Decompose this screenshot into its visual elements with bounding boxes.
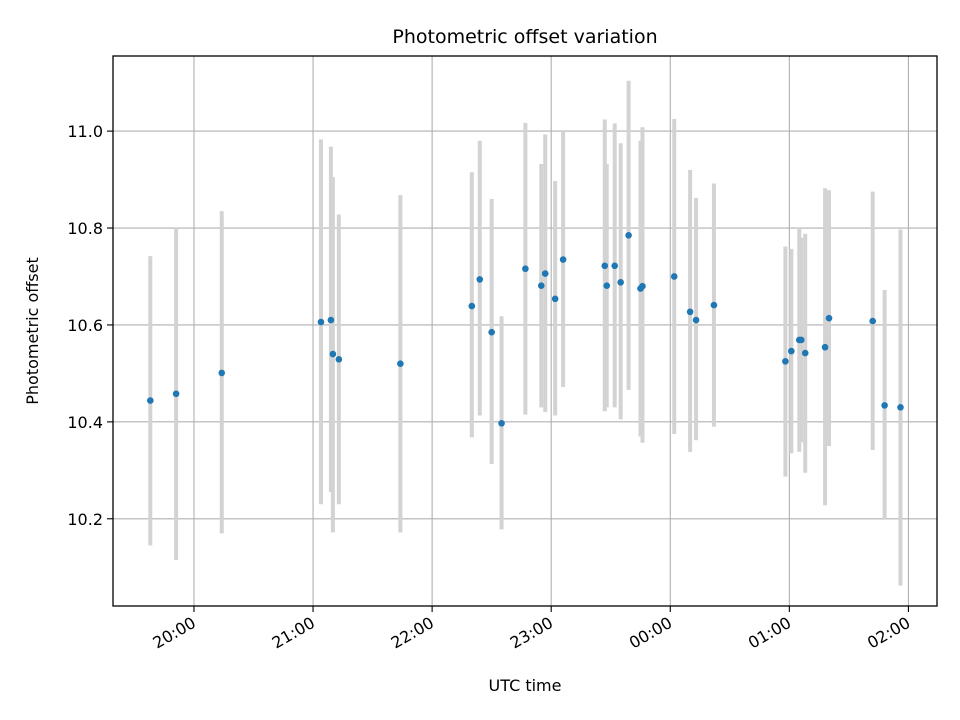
data-point: [522, 265, 529, 273]
data-point: [498, 420, 505, 427]
plot-frame: [112, 55, 938, 607]
data-points: [147, 231, 904, 427]
data-point: [881, 402, 888, 409]
data-point: [897, 404, 904, 411]
y-tick-label: 10.8: [67, 219, 103, 238]
data-point: [541, 270, 549, 277]
data-point: [559, 256, 567, 263]
data-point: [869, 317, 876, 325]
data-point: [601, 262, 609, 270]
data-point: [468, 302, 476, 310]
data-point: [147, 397, 154, 404]
data-point: [821, 343, 829, 351]
data-point: [317, 318, 325, 326]
data-point: [692, 316, 700, 324]
data-point: [537, 282, 545, 289]
data-point: [797, 336, 805, 344]
y-axis-ticks: 10.2 10.4 10.6 10.8 11.0: [67, 122, 113, 529]
data-point: [397, 360, 404, 368]
data-point: [329, 350, 337, 358]
data-point: [603, 282, 611, 289]
data-point: [218, 369, 226, 377]
data-point: [801, 349, 809, 357]
y-tick-label: 10.6: [67, 316, 103, 335]
data-point: [788, 347, 795, 355]
y-tick-label: 10.2: [67, 510, 103, 529]
data-point: [625, 231, 632, 239]
chart-title: Photometric offset variation: [392, 26, 657, 48]
data-point: [476, 276, 484, 283]
data-point: [617, 278, 624, 286]
data-point: [488, 328, 495, 336]
data-point: [335, 356, 343, 363]
data-point: [611, 262, 619, 270]
data-point: [825, 314, 833, 322]
y-tick-label: 10.4: [67, 413, 103, 432]
y-axis-label: Photometric offset: [23, 257, 42, 405]
x-axis-label: UTC time: [489, 676, 562, 695]
y-tick-label: 11.0: [67, 122, 103, 141]
data-point: [710, 301, 718, 309]
data-point: [686, 308, 694, 316]
data-point: [172, 390, 180, 398]
data-point: [670, 273, 678, 280]
data-point: [551, 295, 559, 303]
data-point: [639, 282, 646, 290]
data-point: [782, 357, 789, 365]
data-point: [327, 316, 335, 324]
